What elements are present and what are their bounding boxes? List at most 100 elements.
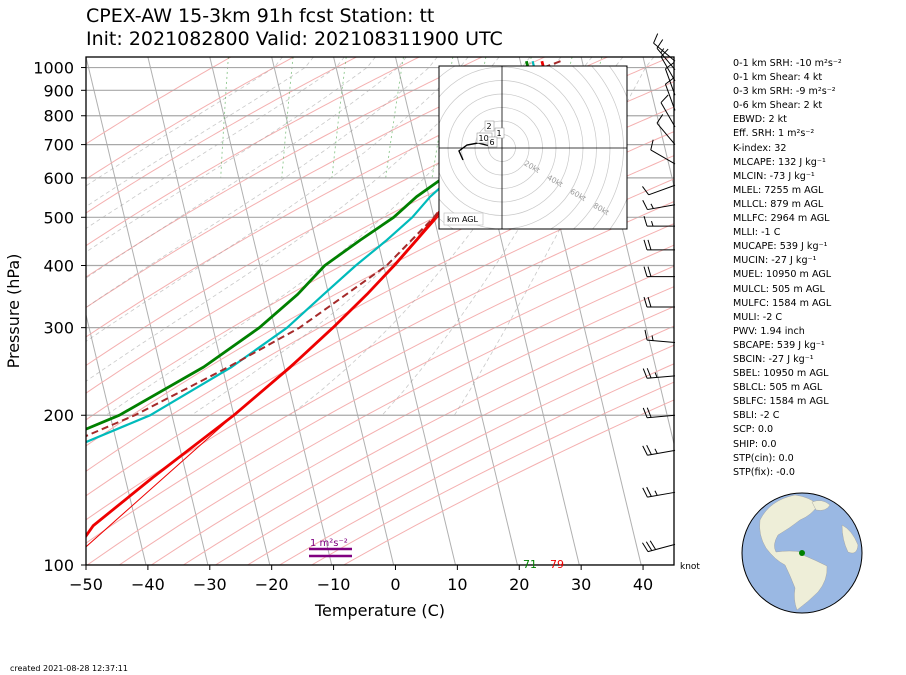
wind-barb xyxy=(642,184,676,196)
parameter-item: MLEL: 7255 m AGL xyxy=(733,184,824,196)
moist-adiabat-line xyxy=(86,57,469,342)
surface-temperature-label: 79 xyxy=(550,558,564,571)
y-tick-label: 900 xyxy=(43,81,74,100)
dry-adiabat-line xyxy=(86,131,674,447)
parameter-item: Eff. SRH: 1 m²s⁻² xyxy=(733,128,815,140)
wind-barb xyxy=(643,266,675,278)
moist-adiabat-line xyxy=(86,57,376,253)
wind-barb xyxy=(642,486,676,498)
parameter-item: MULI: -2 C xyxy=(733,311,783,323)
wind-barb xyxy=(642,368,676,379)
dry-adiabat-line xyxy=(86,57,483,278)
x-tick-label: 10 xyxy=(447,575,467,594)
x-axis-label: Temperature (C) xyxy=(314,601,445,620)
location-globe xyxy=(741,492,863,614)
srh-legend-label: 1 m²s⁻² xyxy=(310,538,348,549)
hodograph-height-label: 2 xyxy=(487,122,492,131)
parameter-item: 0-6 km Shear: 2 kt xyxy=(733,100,823,112)
dry-adiabat-line xyxy=(118,265,674,565)
chart-title-line1: CPEX-AW 15-3km 91h fcst Station: tt xyxy=(86,5,435,27)
wind-unit-label: knot xyxy=(680,562,700,572)
wind-barb xyxy=(643,296,675,308)
station-marker xyxy=(799,550,805,556)
y-tick-label: 700 xyxy=(43,136,74,155)
y-tick-label: 600 xyxy=(43,169,74,188)
isotherm-line xyxy=(642,57,674,189)
y-axis-label: Pressure (hPa) xyxy=(4,254,23,369)
parameter-item: SHIP: 0.0 xyxy=(733,438,777,450)
isotherm-line xyxy=(209,57,333,565)
parameter-item: MUEL: 10950 m AGL xyxy=(733,269,832,281)
isotherm-line xyxy=(86,57,209,565)
hodograph-km-agl-label: km AGL xyxy=(447,215,479,224)
hodograph-height-label: 10 xyxy=(479,134,489,143)
dry-adiabat-line xyxy=(86,201,674,521)
plot-frame xyxy=(85,56,675,566)
moist-adiabat-line xyxy=(105,57,531,416)
parameter-item: MUCIN: -27 J kg⁻¹ xyxy=(733,255,817,267)
parameter-item: MLLI: -1 C xyxy=(733,227,781,239)
sounding-parameters: 0-1 km SRH: -10 m²s⁻² 0-1 km Shear: 4 kt 0… xyxy=(733,57,842,480)
dry-adiabat-line xyxy=(86,106,674,421)
dry-adiabat-line xyxy=(247,344,674,565)
isotherm-line xyxy=(271,57,395,565)
wind-barb xyxy=(642,540,676,553)
moist-adiabat-line xyxy=(86,57,283,187)
surface-dewpoint-label: 71 xyxy=(523,558,537,571)
dry-adiabat-line xyxy=(86,178,674,497)
wind-barb xyxy=(653,33,676,62)
dry-adiabat-line xyxy=(215,325,674,565)
parameter-item: PWV: 1.94 inch xyxy=(733,325,805,337)
parameter-item: MUCAPE: 539 J kg⁻¹ xyxy=(733,241,828,253)
mixing-ratio-line xyxy=(220,57,229,178)
hodograph-height-label: 1 xyxy=(497,129,502,138)
parameter-item: STP(fix): -0.0 xyxy=(733,466,795,478)
x-tick-label: 30 xyxy=(571,575,591,594)
parameter-item: SBLCL: 505 m AGL xyxy=(733,382,823,394)
moist-adiabat-line xyxy=(86,57,345,229)
moist-adiabat-line xyxy=(86,57,314,208)
x-tick-label: −20 xyxy=(255,575,289,594)
wind-barb xyxy=(643,239,675,251)
x-tick-label: −10 xyxy=(317,575,351,594)
dry-adiabat-line xyxy=(86,57,294,180)
x-tick-label: 0 xyxy=(390,575,400,594)
y-tick-label: 1000 xyxy=(33,59,74,78)
parameter-item: STP(cin): 0.0 xyxy=(733,452,794,464)
parameter-item: 0-3 km SRH: -9 m²s⁻² xyxy=(733,86,836,98)
dry-adiabat-line xyxy=(86,57,420,247)
moist-adiabat-line xyxy=(86,57,500,382)
parameter-item: K-index: 32 xyxy=(733,142,787,154)
wind-barb xyxy=(660,94,676,128)
y-tick-label: 400 xyxy=(43,256,74,275)
wind-barb xyxy=(642,444,676,456)
created-timestamp: created 2021-08-28 12:37:11 xyxy=(10,664,128,673)
parameter-item: SCP: 0.0 xyxy=(733,424,774,436)
x-tick-label: −30 xyxy=(193,575,227,594)
y-tick-label: 800 xyxy=(43,107,74,126)
x-tick-label: −40 xyxy=(131,575,165,594)
x-tick-label: −50 xyxy=(69,575,103,594)
dry-adiabat-line xyxy=(86,57,232,145)
x-tick-label: 40 xyxy=(633,575,653,594)
y-tick-label: 500 xyxy=(43,208,74,227)
isotherm-line xyxy=(147,57,271,565)
parameter-item: SBCAPE: 539 J kg⁻¹ xyxy=(733,339,825,351)
parameter-item: SBEL: 10950 m AGL xyxy=(733,368,829,380)
parameter-item: 0-1 km SRH: -10 m²s⁻² xyxy=(733,58,842,69)
moist-adiabat-line xyxy=(86,57,438,308)
mixing-ratio-line xyxy=(385,57,404,178)
wind-barb xyxy=(642,200,676,211)
parameter-item: SBCIN: -27 J kg⁻¹ xyxy=(733,353,814,365)
wind-barbs xyxy=(642,33,676,553)
parameter-item: 0-1 km Shear: 4 kt xyxy=(733,72,823,84)
parameter-item: MLLFC: 2964 m AGL xyxy=(733,213,830,225)
dry-adiabat-line xyxy=(86,57,357,214)
srh-legend: 1 m²s⁻² xyxy=(309,538,352,558)
mixing-ratio-line xyxy=(331,57,347,178)
mixing-ratio-line xyxy=(281,57,294,178)
dry-adiabat-line xyxy=(151,286,674,565)
